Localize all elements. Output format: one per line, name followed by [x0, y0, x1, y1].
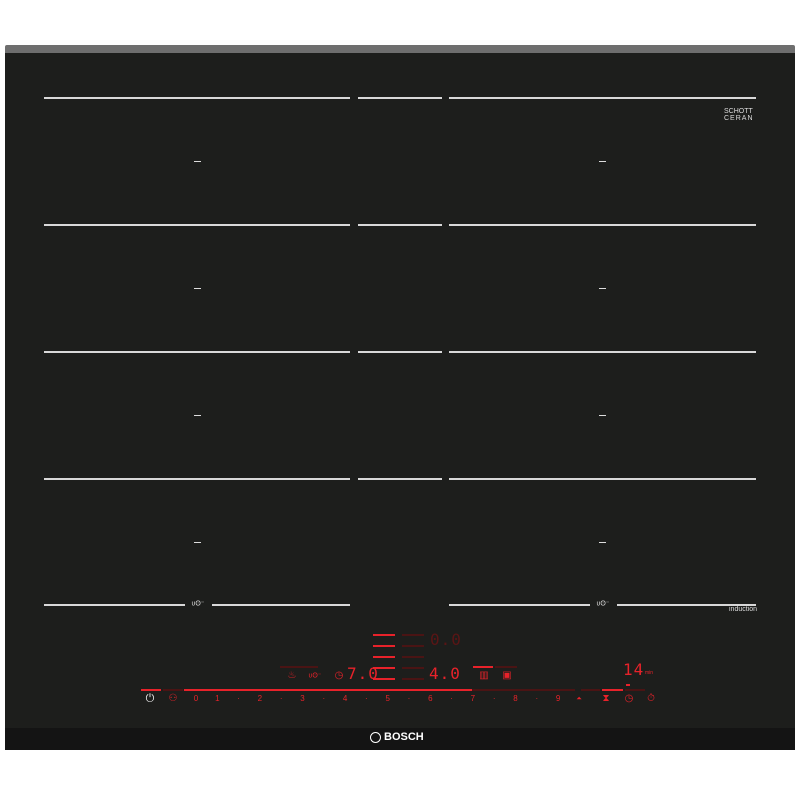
power-level-14[interactable]: ·: [492, 694, 496, 703]
power-level-12[interactable]: ·: [450, 694, 453, 703]
zone-line: [44, 97, 350, 99]
slider-segment-active: [473, 666, 493, 668]
zone-line: [617, 604, 756, 606]
zone-marker: [599, 161, 606, 162]
front-trim: [5, 728, 795, 750]
level-bar-inactive: [402, 656, 424, 658]
zone-line: [449, 478, 756, 480]
power-icon[interactable]: ⏻: [145, 692, 155, 705]
level-bar-inactive: [402, 645, 424, 647]
power-level-11[interactable]: 6: [428, 694, 433, 703]
bosch-logo: BOSCH: [370, 731, 424, 743]
level-bar-active: [373, 645, 395, 647]
right-level-display: 4.0: [429, 664, 461, 683]
power-level-3[interactable]: 2: [257, 694, 263, 703]
power-level-10[interactable]: ·: [407, 694, 411, 703]
zone-line: [44, 604, 185, 606]
power-level-5[interactable]: 3: [300, 694, 305, 703]
zone-line: [449, 224, 756, 226]
zone-line: [449, 97, 756, 99]
child-lock-icon[interactable]: ⚇: [168, 693, 178, 704]
power-level-7[interactable]: 4: [342, 694, 348, 703]
zone-display-dim: 0.0: [430, 630, 462, 649]
slider-segment-inactive: [495, 666, 517, 668]
level-bar-inactive: [402, 667, 424, 669]
power-level-16[interactable]: ·: [535, 694, 539, 703]
zone-marker: [194, 415, 201, 416]
slider-segment-active: [184, 689, 472, 691]
left-level-display: 7.0: [347, 664, 379, 683]
hourglass-icon[interactable]: ⧗: [602, 693, 610, 704]
power-level-8[interactable]: ·: [365, 694, 368, 703]
cooktop-glass: [5, 45, 795, 750]
zone-line: [358, 224, 442, 226]
level-bar-active: [373, 678, 395, 680]
zone-line: [44, 478, 350, 480]
level-bar-active: [373, 667, 395, 669]
induction-label: induction: [729, 606, 758, 613]
schott-ceran-logo: SCHOTT CERAN: [724, 108, 754, 122]
zone-marker: [194, 288, 201, 289]
slider-segment-inactive: [581, 689, 600, 691]
zone-line: [44, 351, 350, 353]
zone-line: [449, 351, 756, 353]
level-bar-inactive: [402, 678, 424, 680]
slider-segment-active: [141, 689, 161, 691]
zone-marker: [599, 415, 606, 416]
timer-indicator: [626, 684, 630, 686]
power-level-17[interactable]: 9: [555, 694, 561, 703]
flex-zone-icon-right: ʋʘ⁻: [594, 600, 612, 608]
frying-sensor-icon[interactable]: ▥: [479, 670, 489, 681]
slider-segment-inactive: [299, 666, 318, 668]
level-bar-active: [373, 656, 395, 658]
power-level-13[interactable]: 7: [470, 694, 476, 703]
flex-zone-icon[interactable]: ʋʘ⁻: [308, 672, 322, 680]
zone-line: [449, 604, 590, 606]
power-level-6[interactable]: ·: [322, 694, 326, 703]
timer-display: 14: [623, 660, 645, 679]
zone-line: [358, 351, 442, 353]
zone-marker: [194, 161, 201, 162]
zone-line: [358, 97, 442, 99]
level-bar-active: [373, 634, 395, 636]
timer-unit: min: [645, 670, 654, 676]
slider-segment-active: [602, 689, 623, 691]
slider-segment-inactive: [472, 689, 575, 691]
clock-icon[interactable]: ◷: [624, 693, 634, 704]
boost-icon[interactable]: ⏶: [576, 695, 582, 703]
slider-segment-inactive: [280, 666, 299, 668]
power-level-15[interactable]: 8: [513, 694, 518, 703]
power-level-1[interactable]: 1: [215, 694, 220, 703]
timer-icon[interactable]: ◷: [334, 670, 344, 681]
roasting-sensor-icon[interactable]: ♨: [287, 670, 297, 681]
power-level-4[interactable]: ·: [279, 694, 283, 703]
slider-segment-inactive: [163, 689, 183, 691]
power-level-2[interactable]: ·: [237, 694, 240, 703]
zone-marker: [599, 288, 606, 289]
power-level-0[interactable]: 0: [193, 694, 199, 703]
zone-marker: [194, 542, 201, 543]
power-level-9[interactable]: 5: [385, 694, 390, 703]
zone-marker: [599, 542, 606, 543]
keep-warm-icon[interactable]: ▣: [502, 670, 512, 681]
slider-segment-inactive: [625, 689, 645, 691]
stopwatch-icon[interactable]: ⏱: [647, 693, 655, 704]
flex-zone-icon-left: ʋʘ⁻: [189, 600, 207, 608]
zone-line: [44, 224, 350, 226]
level-bar-inactive: [402, 634, 424, 636]
zone-line: [212, 604, 350, 606]
zone-line: [358, 478, 442, 480]
